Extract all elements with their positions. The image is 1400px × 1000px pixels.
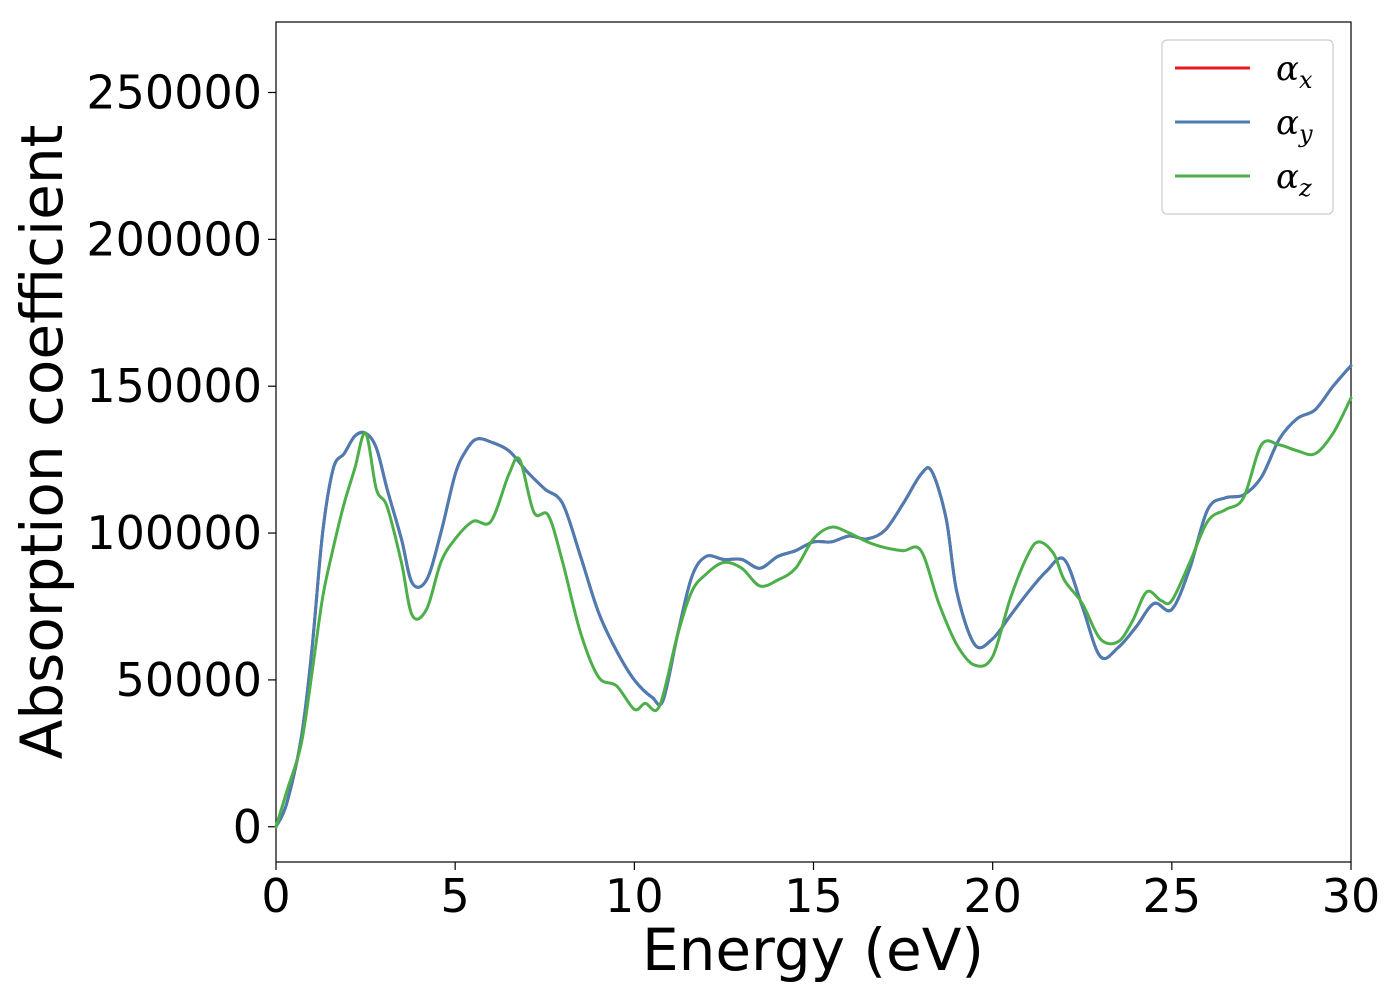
x-axis: 0 5 10 15 20 25 30 bbox=[261, 862, 1380, 923]
x-tick-label: 30 bbox=[1322, 869, 1381, 923]
y-tick-label: 50000 bbox=[116, 653, 262, 707]
legend-label-x: αx bbox=[1276, 49, 1313, 94]
y-tick-label: 100000 bbox=[86, 506, 262, 560]
series-line-y bbox=[274, 364, 1353, 829]
y-tick-label: 150000 bbox=[86, 359, 262, 413]
y-axis: 0 50000 100000 150000 200000 250000 bbox=[86, 65, 276, 854]
series-line-x bbox=[274, 364, 1353, 829]
legend-label-z: αz bbox=[1276, 157, 1312, 202]
x-tick-label: 25 bbox=[1143, 869, 1202, 923]
legend-label-y: αy bbox=[1276, 103, 1313, 148]
x-axis-title: Energy (eV) bbox=[642, 916, 984, 984]
x-tick-label: 0 bbox=[261, 869, 290, 923]
y-tick-label: 200000 bbox=[86, 212, 262, 266]
y-tick-label: 250000 bbox=[86, 65, 262, 119]
series-line-z bbox=[274, 396, 1353, 829]
x-tick-label: 15 bbox=[784, 869, 843, 923]
x-tick-label: 5 bbox=[441, 869, 470, 923]
y-axis-title: Absorption coefficient bbox=[8, 125, 76, 760]
legend: αx αy αz bbox=[1161, 39, 1334, 215]
y-tick-label: 0 bbox=[233, 800, 262, 854]
series-layer bbox=[274, 364, 1353, 829]
x-tick-label: 10 bbox=[605, 869, 664, 923]
x-tick-label: 20 bbox=[963, 869, 1022, 923]
legend-box bbox=[1161, 39, 1334, 215]
